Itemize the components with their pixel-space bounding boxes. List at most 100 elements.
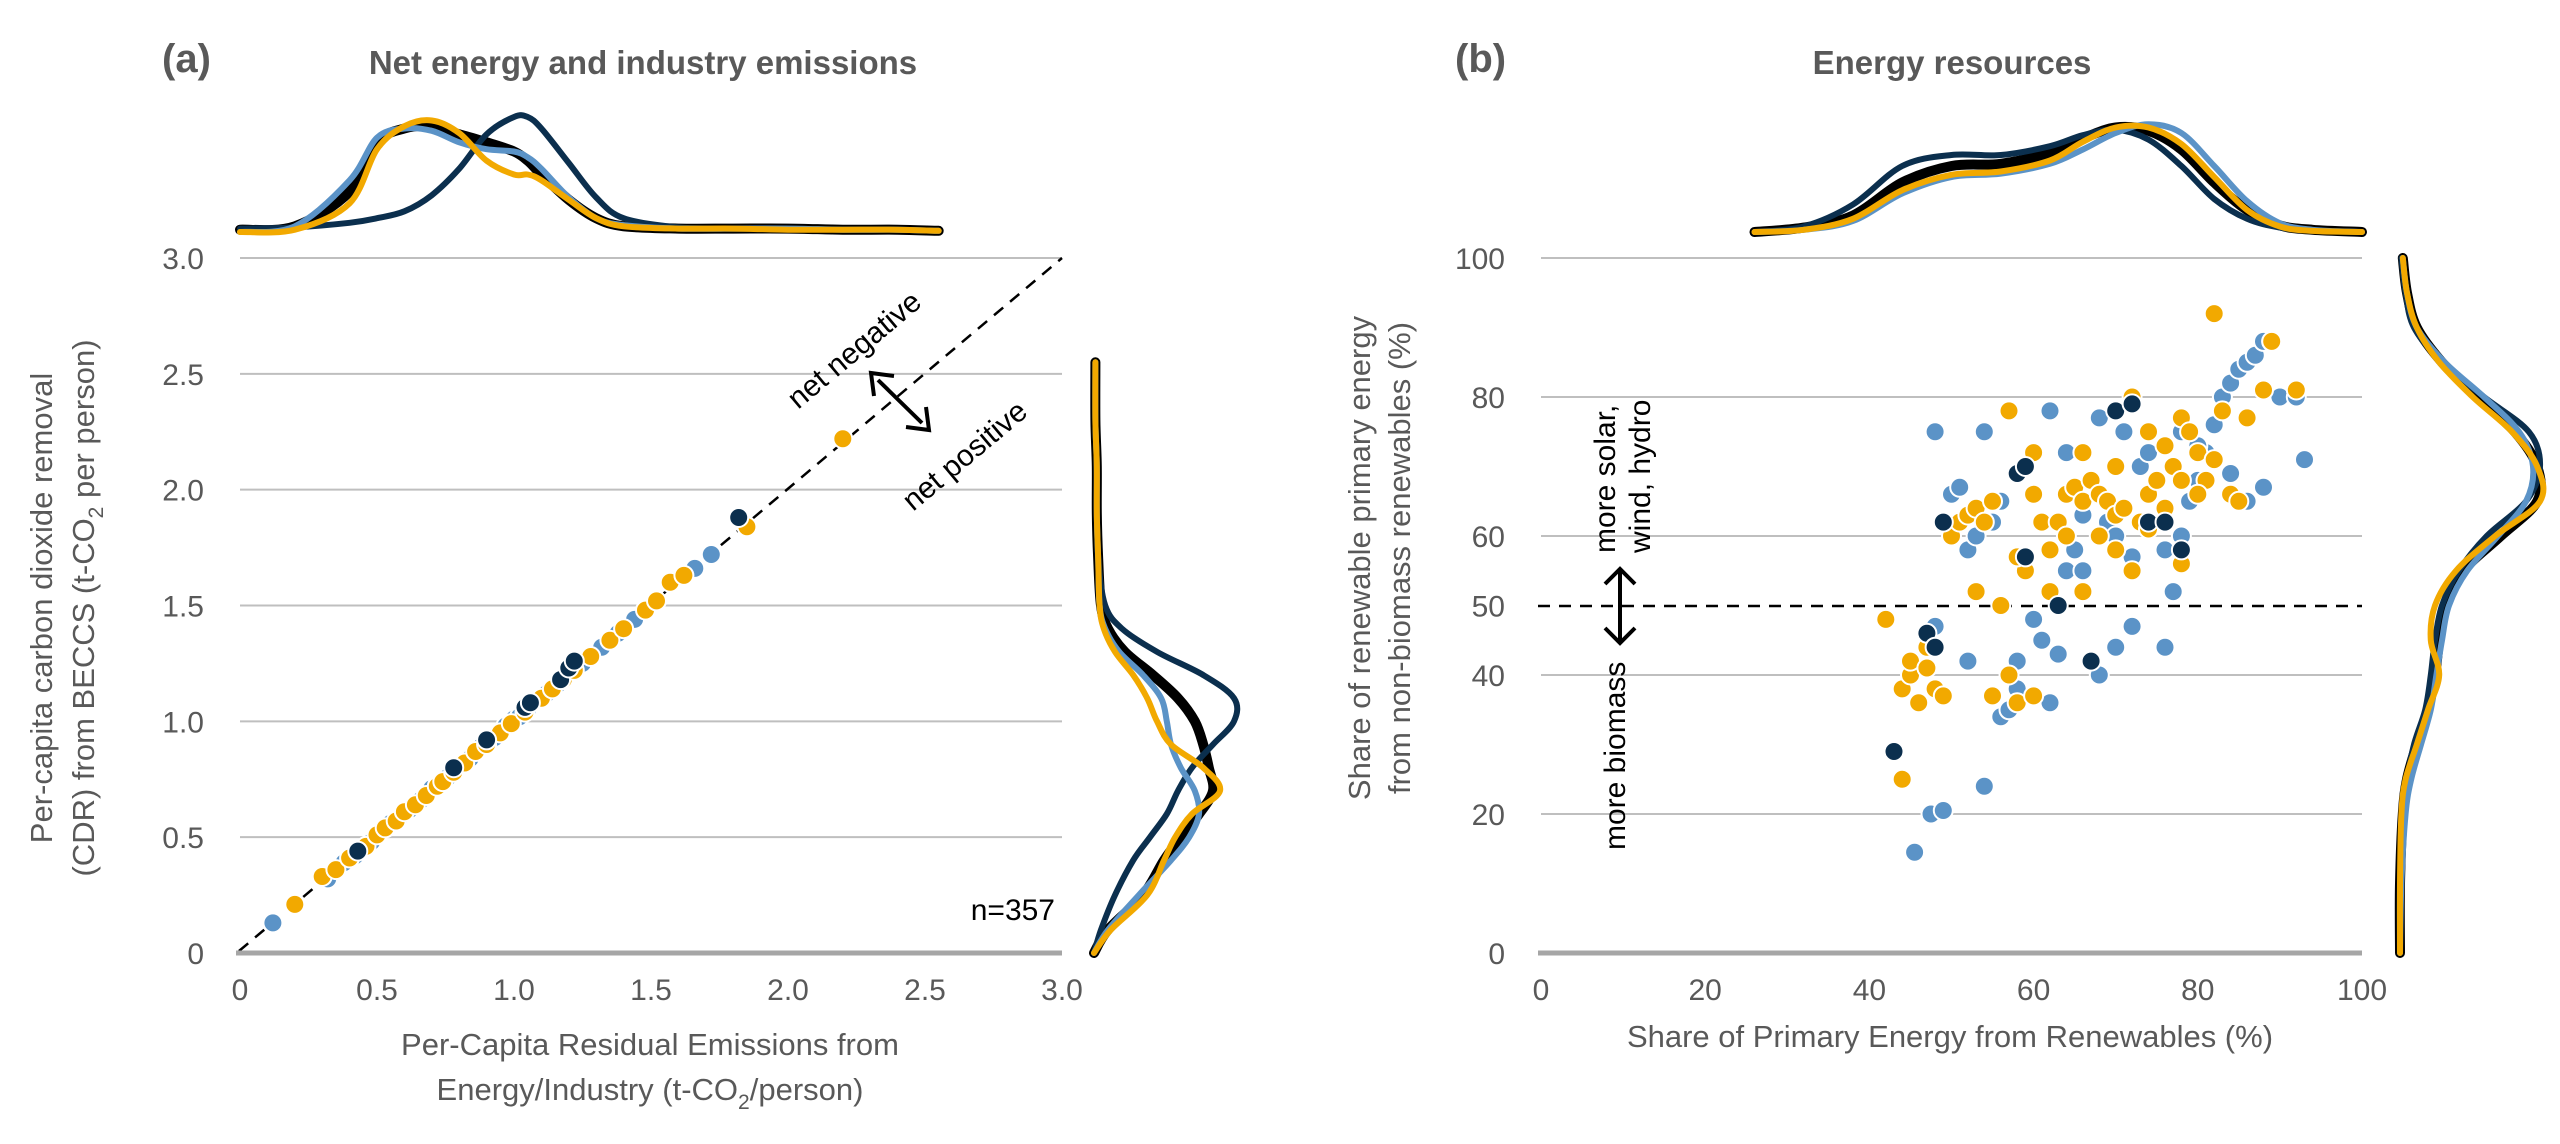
scatter-point-blue: [1957, 650, 1979, 672]
more-biomass-label: more biomass: [1599, 662, 1632, 850]
scatter-point-orange: [2211, 400, 2233, 422]
a-x-tick-label: 2.5: [904, 974, 946, 1007]
scatter-point-navy: [2080, 650, 2102, 672]
b-y-tick-label: 100: [1455, 243, 1505, 276]
a-y-tick-label: 3.0: [162, 243, 204, 276]
scatter-point-orange: [1908, 692, 1930, 714]
panel-a-top-density: [235, 112, 944, 236]
panel-a-y-axis-label-line1: Per-capita carbon dioxide removal: [24, 373, 59, 843]
sample-count-label: n=357: [971, 894, 1055, 927]
a-x-tick-label: 2.0: [767, 974, 809, 1007]
scatter-point-blue: [2220, 463, 2242, 484]
scatter-point-orange: [613, 618, 635, 640]
b-y-tick-label: 40: [1472, 660, 1505, 693]
scatter-point-blue: [1924, 421, 1946, 443]
panel-a-title: Net energy and industry emissions: [369, 44, 917, 81]
scatter-point-navy: [1932, 511, 1954, 533]
b-x-tick-label: 100: [2337, 974, 2387, 1007]
net-negative-label: net negative: [781, 285, 927, 415]
panel-b-x-tick-labels: 0 20 40 60 80 100: [1533, 974, 2387, 1007]
scatter-point-orange: [1965, 581, 1987, 603]
scatter-point-blue: [1932, 800, 1954, 821]
panel-b-label: (b): [1455, 37, 1506, 81]
scatter-point-orange: [1891, 768, 1913, 790]
a-x-tick-label: 0: [232, 974, 249, 1007]
scatter-point-orange: [2236, 407, 2258, 429]
top-density-curve-orange: [237, 117, 942, 236]
scatter-point-orange: [599, 629, 621, 651]
scatter-point-orange: [1932, 685, 1954, 707]
b-x-tick-label: 60: [2017, 974, 2050, 1007]
scatter-point-blue: [2047, 643, 2069, 665]
scatter-point-orange: [2179, 421, 2201, 443]
scatter-point-orange: [2261, 330, 2283, 352]
right-density-curve-blue: [2397, 255, 2537, 956]
scatter-point-blue: [2023, 608, 2045, 630]
scatter-point-navy: [443, 757, 465, 779]
scatter-point-blue: [2039, 400, 2061, 422]
scatter-point-orange: [2228, 490, 2250, 512]
scatter-point-navy: [2121, 393, 2143, 415]
scatter-point-blue: [2031, 629, 2053, 651]
scatter-point-orange: [2203, 303, 2225, 325]
scatter-point-navy: [1883, 741, 1905, 762]
panel-b-right-density: [2394, 253, 2547, 958]
biomass-solar-double-arrow: [1603, 566, 1637, 646]
scatter-point-blue: [2072, 560, 2094, 582]
panel-a-label: (a): [162, 37, 211, 81]
scatter-point-orange: [1982, 685, 2003, 707]
a-x-tick-label: 1.0: [493, 974, 535, 1007]
scatter-point-orange: [284, 893, 306, 915]
scatter-point-orange: [2170, 469, 2192, 491]
scatter-point-orange: [2187, 483, 2209, 505]
a-y-tick-label: 2.5: [162, 359, 204, 392]
scatter-point-blue: [2105, 636, 2127, 658]
scatter-point-navy: [2014, 456, 2036, 477]
scatter-point-navy: [2154, 511, 2176, 533]
scatter-point-orange: [646, 590, 667, 612]
b-x-tick-label: 0: [1533, 974, 1550, 1007]
scatter-point-orange: [2146, 469, 2168, 491]
scatter-point-navy: [519, 692, 541, 714]
panel-b-y-tick-labels: 0 20 40 50 60 80 100: [1455, 243, 1505, 971]
right-density-curve-blue: [1091, 359, 1203, 956]
b-x-tick-label: 40: [1853, 974, 1886, 1007]
scatter-point-blue: [2154, 636, 2176, 658]
scatter-point-orange: [2072, 442, 2094, 464]
scatter-point-blue: [1973, 775, 1995, 797]
panel-a-y-axis-label-line2: (CDR) from BECCS (t-CO2 per person): [66, 339, 108, 876]
scatter-point-blue: [700, 544, 722, 565]
net-positive-label: net positive: [896, 395, 1033, 518]
scatter-point-blue: [2162, 581, 2184, 603]
a-y-tick-label: 1.5: [162, 591, 204, 624]
scatter-point-orange: [325, 859, 347, 881]
panel-a-x-tick-labels: 0 0.5 1.0 1.5 2.0 2.5 3.0: [232, 974, 1083, 1007]
panel-b-top-density: [1749, 121, 2367, 237]
right-density-curve-black: [1089, 357, 1219, 958]
a-x-tick-label: 0.5: [356, 974, 398, 1007]
panel-b-scatter-points: [1875, 303, 2315, 863]
scatter-point-blue: [2121, 615, 2143, 637]
panel-a: (a) Net energy and industry emissions 0 0…: [24, 37, 1241, 1114]
scatter-point-orange: [1875, 608, 1897, 630]
scatter-point-blue: [1904, 841, 1926, 863]
scatter-point-blue: [1949, 476, 1971, 498]
scatter-point-orange: [1982, 490, 2003, 512]
scatter-point-orange: [1990, 595, 2012, 616]
scatter-point-orange: [673, 564, 695, 586]
right-density-curve-orange: [2396, 255, 2547, 956]
b-x-tick-label: 20: [1689, 974, 1722, 1007]
panel-a-y-tick-labels: 0 0.5 1.0 1.5 2.0 2.5 3.0: [162, 243, 204, 971]
scatter-point-orange: [2105, 539, 2127, 561]
a-y-tick-label: 0.5: [162, 822, 204, 855]
b-y-tick-label: 60: [1472, 521, 1505, 554]
panel-a-x-axis-label-line1: Per-Capita Residual Emissions from: [401, 1027, 899, 1062]
scatter-point-navy: [476, 729, 498, 751]
scatter-point-orange: [1973, 511, 1995, 533]
scatter-point-orange: [2105, 456, 2127, 477]
scatter-point-blue: [2113, 421, 2135, 443]
scatter-point-orange: [2039, 539, 2061, 561]
panel-a-gridlines: [240, 257, 1062, 839]
scatter-point-navy: [347, 840, 369, 862]
